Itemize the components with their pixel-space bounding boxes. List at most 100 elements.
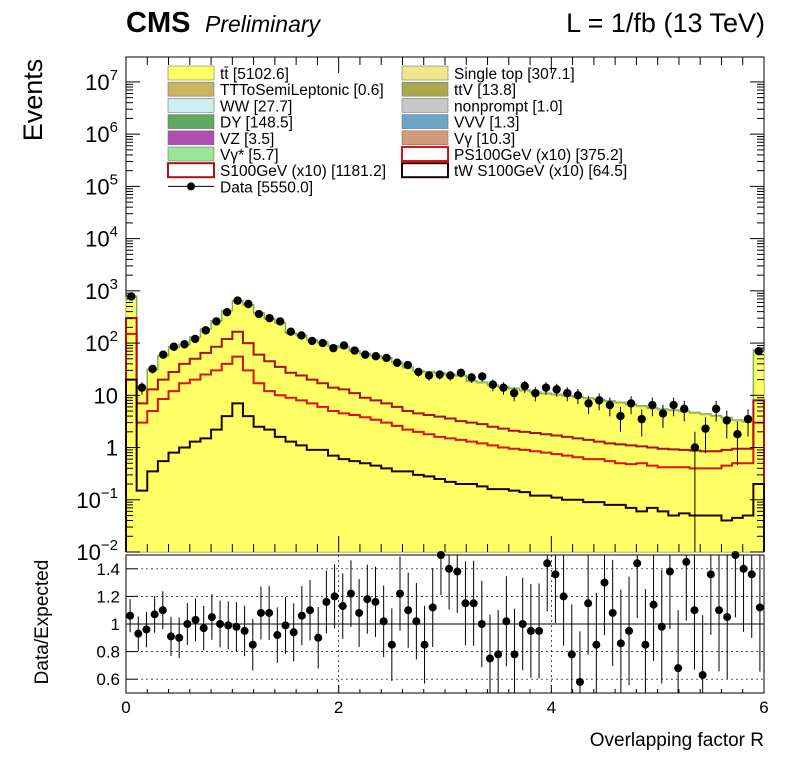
data-point bbox=[318, 338, 327, 348]
ratio-point bbox=[248, 640, 257, 649]
data-point bbox=[446, 371, 455, 380]
legend-entry-11-label: PS100GeV (x10) [375.2] bbox=[454, 147, 623, 164]
x-tick-label: 0 bbox=[121, 698, 130, 717]
legend-entry-2-swatch bbox=[167, 81, 215, 97]
data-point bbox=[658, 409, 668, 418]
data-point bbox=[520, 381, 529, 391]
data-point bbox=[148, 364, 157, 374]
ratio-point bbox=[665, 567, 674, 576]
data-point bbox=[531, 388, 540, 398]
experiment-label: CMS bbox=[126, 7, 190, 39]
ratio-point bbox=[314, 633, 323, 642]
y-tick-label: 103 bbox=[85, 276, 118, 304]
ratio-point bbox=[551, 570, 560, 579]
ratio-point bbox=[232, 622, 241, 631]
ratio-point bbox=[616, 639, 625, 648]
y-tick-label: 10−2 bbox=[76, 537, 118, 565]
ratio-point bbox=[134, 629, 143, 638]
data-point bbox=[180, 340, 189, 349]
y-tick-label: 107 bbox=[85, 67, 118, 95]
data-point bbox=[701, 424, 710, 433]
ratio-point bbox=[723, 613, 732, 622]
data-point bbox=[722, 416, 731, 425]
ratio-point bbox=[428, 603, 437, 612]
legend-entry-10-swatch bbox=[167, 146, 215, 162]
ratio-point bbox=[412, 617, 421, 626]
ratio-point bbox=[436, 551, 445, 559]
legend-entry-4-swatch bbox=[167, 98, 215, 113]
legend-entry-4-label: WW [27.7] bbox=[220, 98, 292, 115]
ratio-point bbox=[379, 617, 388, 626]
ratio-point bbox=[330, 592, 339, 601]
ratio-point bbox=[608, 608, 617, 617]
ratio-point bbox=[584, 599, 593, 608]
data-point bbox=[552, 385, 561, 394]
legend-entry-1-swatch bbox=[401, 65, 449, 81]
ratio-point bbox=[698, 671, 707, 680]
y-tick-label: 104 bbox=[85, 224, 118, 252]
data-point bbox=[743, 414, 753, 424]
ratio-point bbox=[207, 613, 216, 622]
data-point bbox=[605, 400, 615, 410]
legend-entry-5-swatch bbox=[401, 98, 449, 113]
ratio-point bbox=[240, 626, 249, 635]
data-point bbox=[584, 399, 593, 408]
data-point bbox=[509, 388, 519, 398]
ratio-point bbox=[420, 640, 429, 649]
data-point bbox=[329, 343, 338, 353]
legend-entry-11-swatch bbox=[401, 146, 449, 162]
ratio-point bbox=[216, 620, 225, 628]
y-tick-label: 1 bbox=[106, 436, 118, 461]
y-tick-label: 106 bbox=[85, 119, 118, 147]
ratio-point bbox=[338, 602, 347, 611]
signal-line-1 bbox=[125, 332, 765, 552]
ratio-point bbox=[485, 654, 494, 663]
legend-entry-14-swatch-marker bbox=[187, 182, 195, 191]
data-point bbox=[244, 299, 253, 309]
data-point bbox=[371, 352, 381, 361]
ratio-point bbox=[265, 608, 274, 617]
x-tick-label: 2 bbox=[334, 698, 343, 717]
data-point bbox=[424, 371, 434, 380]
ratio-point bbox=[322, 597, 331, 606]
data-point bbox=[680, 404, 689, 414]
data-point bbox=[637, 414, 646, 424]
ratio-point bbox=[747, 570, 756, 579]
y-axis-title: Events bbox=[18, 59, 48, 142]
data-point bbox=[254, 309, 264, 319]
ratio-point bbox=[502, 617, 511, 626]
data-point bbox=[467, 373, 476, 382]
y-tick-label: 105 bbox=[85, 171, 118, 199]
ratio-point bbox=[289, 628, 298, 637]
ratio-point bbox=[706, 570, 715, 579]
ratio-axis-title: Data/Expected bbox=[32, 560, 53, 685]
ratio-point bbox=[158, 606, 167, 615]
ratio-point bbox=[674, 664, 683, 673]
ratio-tick-label: 1 bbox=[111, 615, 120, 634]
ratio-point bbox=[657, 622, 666, 631]
ratio-tick-label: 1.4 bbox=[96, 560, 120, 579]
legend-entry-1-label: Single top [307.1] bbox=[454, 66, 575, 83]
data-point bbox=[361, 350, 370, 359]
ratio-point bbox=[600, 578, 609, 587]
data-point bbox=[414, 367, 423, 377]
ratio-point bbox=[126, 611, 135, 620]
legend-entry-7-label: VVV [1.3] bbox=[454, 115, 519, 132]
ratio-point bbox=[453, 567, 462, 576]
data-point bbox=[297, 331, 306, 340]
legend-entry-13-swatch bbox=[401, 162, 449, 179]
ratio-point bbox=[518, 620, 527, 628]
data-point bbox=[541, 383, 551, 392]
data-point bbox=[201, 326, 210, 335]
ratio-point bbox=[469, 599, 478, 608]
ratio-point bbox=[404, 606, 413, 615]
ratio-point bbox=[739, 564, 748, 573]
legend-entry-9-label: Vγ [10.3] bbox=[454, 131, 515, 148]
legend-entry-7-swatch bbox=[401, 114, 449, 129]
ratio-point bbox=[387, 640, 396, 649]
ratio-point bbox=[461, 599, 470, 608]
data-point bbox=[478, 372, 487, 381]
data-point bbox=[137, 383, 147, 392]
data-point bbox=[307, 336, 317, 346]
ratio-point bbox=[346, 589, 355, 598]
